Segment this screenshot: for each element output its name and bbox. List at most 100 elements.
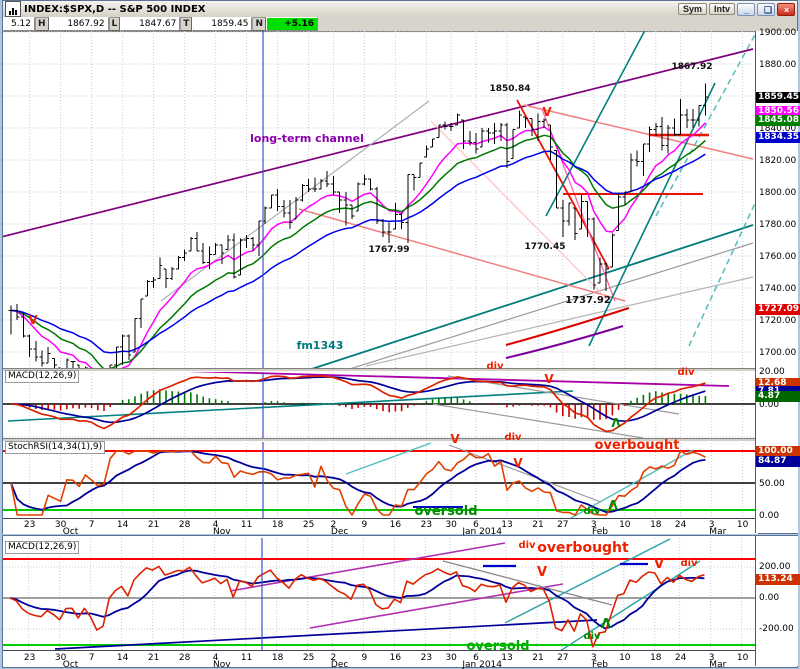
x-axis-tick: 3 [708,520,715,530]
y-axis: 1900.00 1880.00 1840.00 1820.00 1800.00 1780.… [755,28,800,533]
y-axis-label: 0.00 [759,511,780,521]
quote-net-label: N [252,17,266,31]
stochrsi-indicator-label: StochRSI(14,34(1),9) [5,441,106,454]
y-axis-label: 1720.00 [759,316,797,326]
x-axis-tick: 23 [23,520,36,530]
title-bar[interactable]: INDEX:$SPX,D -- S&P 500 INDEX Sym Intv _… [3,1,797,18]
x-axis-month: Nov [213,527,231,537]
x-axis-tick: 3 [590,520,597,530]
x-axis-tick: 21 [147,520,160,530]
x-axis-month: Nov [213,660,231,669]
x-axis-tick: 28 [178,520,191,530]
x-axis-tick: 6 [473,520,479,530]
x-axis-tick: 10 [619,520,631,530]
y-axis-label: 1880.00 [759,60,797,70]
x-axis-tick: 13 [501,520,513,530]
stochrsi-pane-canvas[interactable] [3,440,758,518]
x-axis-tick: 10 [736,653,749,663]
y-axis-label: 1820.00 [759,156,797,166]
x-axis-tick: 7 [88,653,95,663]
x-axis-tick: 30 [445,653,457,663]
x-axis-tick: 27 [557,520,569,530]
y-axis-badge: 113.24 [756,574,800,586]
intv-button[interactable]: Intv [708,3,735,15]
y-axis-label: 1900.00 [759,28,797,38]
x-axis-tick: 6 [473,653,479,663]
macd-pane-canvas[interactable] [3,370,758,440]
x-axis-month: Feb [592,660,608,669]
chart-window: INDEX:$SPX,D -- S&P 500 INDEX Sym Intv _… [2,0,800,537]
x-axis-tick: 27 [557,653,569,663]
x-axis-month: Dec [330,660,349,669]
x-axis-tick: 10 [736,520,749,530]
x-axis-tick: 2 [330,520,337,530]
quote-low: 1847.67 [120,17,181,31]
macd-indicator-label: MACD(12,26,9) [5,370,80,383]
x-axis-tick: 18 [650,653,662,663]
y-axis-label: 0.00 [759,593,780,603]
x-axis-tick: 14 [116,520,129,530]
y-axis-label: 0.00 [759,400,780,410]
x-axis-tick: 21 [532,653,544,663]
minimize-button[interactable]: _ [737,2,755,16]
y-axis-label: 1780.00 [759,220,797,230]
quote-bar: 5.12 H 1867.92 L 1847.67 T 1859.45 N +5.… [3,17,797,32]
window-title: INDEX:$SPX,D -- S&P 500 INDEX [24,3,206,15]
y-axis-label: 1840.00 [759,124,797,134]
x-axis-tick: 14 [116,653,129,663]
x-axis-tick: 21 [147,653,160,663]
x-axis: 23 30 7 14 21 28 4 11 18 25 2 9 16 23 30 6 13 21 27 3 10 18 24… [3,518,758,537]
lower-macd-pane-canvas[interactable] [3,538,758,650]
window-chart-icon [5,1,21,17]
x-axis-month: Dec [330,527,349,537]
x-axis-tick: 9 [361,653,368,663]
y-axis-badge: 1727.09 [756,303,800,315]
x-axis-month: Jan 2014 [462,527,503,537]
y-axis-label: 1700.00 [759,348,797,358]
x-axis-tick: 25 [302,520,315,530]
x-axis-tick: 23 [420,520,433,530]
y-axis-label: 20.00 [759,367,785,377]
x-axis-tick: 11 [240,520,253,530]
y-axis-badge: 4.87 [756,390,800,402]
x-axis-tick: 23 [420,653,433,663]
x-axis-tick: 24 [674,653,687,663]
y-axis-label: -200.00 [759,624,794,634]
x-axis-tick: 24 [674,520,687,530]
close-button[interactable]: × [777,2,795,16]
sym-button[interactable]: Sym [677,3,707,15]
lower-chart-window: 23 30 7 14 21 28 4 11 18 25 2 9 16 23 30 6 13 21 27 3 10 18 24… [2,535,800,669]
y-axis-badge: 84.87 [756,455,800,467]
x-axis-tick: 18 [650,520,662,530]
y-axis-badge: 1845.08 [756,114,800,126]
quote-low-label: L [108,17,121,31]
x-axis-month: Oct [62,527,79,537]
y-axis-label: 1800.00 [759,188,797,198]
x-axis-tick: 13 [501,653,513,663]
price-pane-canvas[interactable] [3,31,758,368]
restore-button[interactable]: ❏ [757,2,775,16]
quote-last: 1859.45 [192,17,253,31]
x-axis-tick: 30 [445,520,457,530]
y-axis-label: 1760.00 [759,252,797,262]
quote-net-change: +5.16 [265,17,318,31]
x-axis-tick: 21 [532,520,544,530]
y-axis-label: 1740.00 [759,284,797,294]
x-axis-tick: 3 [590,653,597,663]
y-axis-badge: 1834.35 [756,132,800,144]
x-axis-tick: 4 [212,520,219,530]
x-axis-tick: 23 [23,653,36,663]
quote-high: 1867.92 [48,17,109,31]
pane-separator[interactable] [3,438,758,442]
x-axis-tick: 30 [54,653,67,663]
x-axis-tick: 4 [212,653,219,663]
x-axis-tick: 30 [54,520,67,530]
pane-separator[interactable] [3,368,758,372]
x-axis-tick: 2 [330,653,337,663]
y-axis-badge: 1850.56 [756,106,800,118]
y-axis-label: 50.00 [759,479,785,489]
x-axis-lower: 23 30 7 14 21 28 4 11 18 25 2 9 16 23 30 6 13 21 27 3 10 18 24… [3,650,758,669]
y-axis-badge: 12.68 [756,378,800,390]
x-axis-tick: 18 [271,520,284,530]
